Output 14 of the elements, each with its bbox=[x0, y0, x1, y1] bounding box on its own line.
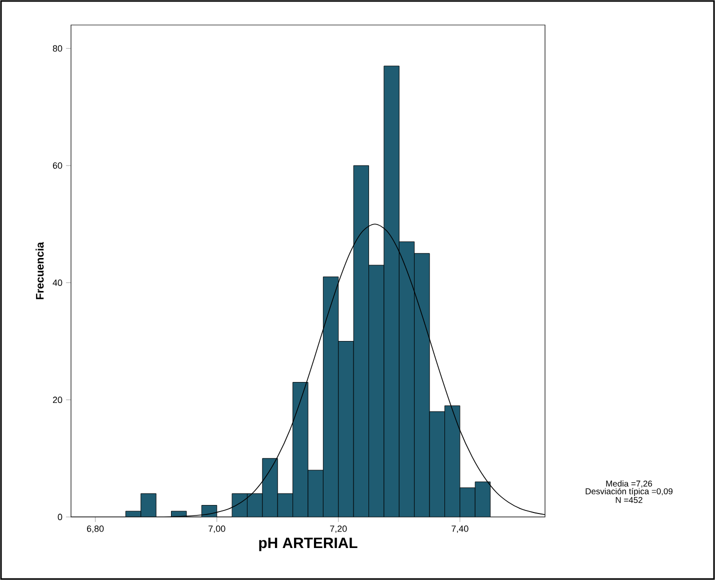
y-axis-title: Frecuencia bbox=[36, 242, 44, 300]
text: Media =7,26 bbox=[606, 480, 652, 488]
text: N =452 bbox=[616, 496, 642, 503]
x-axis-title: pH ARTERIAL bbox=[259, 538, 358, 552]
y-tick-label: 80 bbox=[52, 45, 62, 52]
y-tick-label: 0 bbox=[58, 514, 62, 520]
y-tick-label: 20 bbox=[52, 396, 62, 404]
x-tick-label: 7,20 bbox=[330, 526, 347, 533]
x-tick-label: 7,00 bbox=[208, 526, 226, 533]
y-tick-label: 60 bbox=[52, 162, 62, 169]
text: Desviación típica =0,09 bbox=[586, 488, 672, 496]
x-tick-label: 7,40 bbox=[452, 526, 468, 533]
x-tick-label: 6,80 bbox=[87, 526, 104, 533]
y-tick-label: 40 bbox=[52, 280, 62, 286]
